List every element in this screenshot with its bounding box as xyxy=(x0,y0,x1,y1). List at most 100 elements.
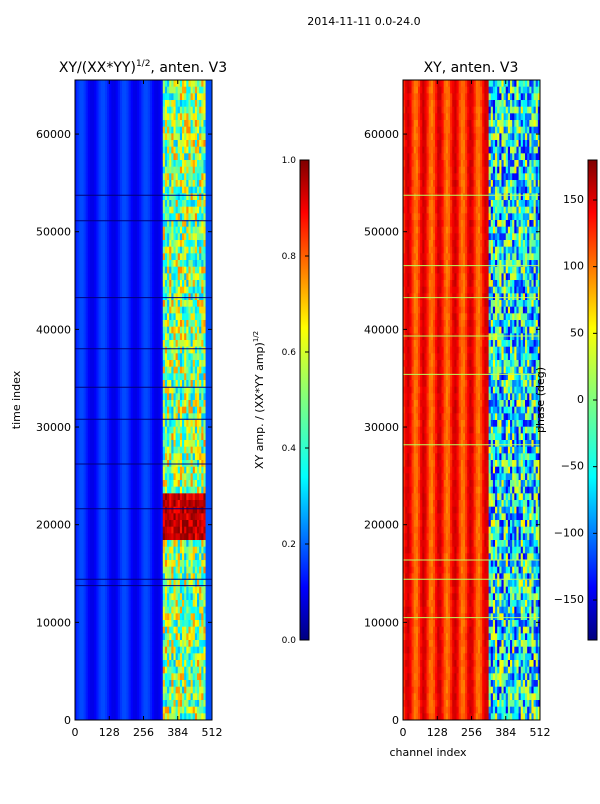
heatmap-cell xyxy=(164,540,168,548)
heatmap-cell xyxy=(137,200,140,208)
heatmap-cell xyxy=(119,120,123,128)
heatmap-cell xyxy=(81,233,84,241)
heatmap-cell xyxy=(152,673,155,681)
heatmap-cell xyxy=(85,580,89,588)
heatmap-cell xyxy=(162,286,166,294)
heatmap-cell xyxy=(143,693,147,701)
heatmap-cell xyxy=(107,153,110,161)
heatmap-cell xyxy=(130,480,134,488)
heatmap-cell xyxy=(169,546,172,554)
heatmap-cell xyxy=(94,140,97,148)
heatmap-cell xyxy=(158,406,162,414)
heatmap-cell xyxy=(94,240,97,248)
heatmap-cell xyxy=(119,226,123,234)
heatmap-cell xyxy=(141,340,144,348)
heatmap-cell xyxy=(167,620,170,628)
heatmap-cell xyxy=(158,220,162,228)
heatmap-cell xyxy=(119,93,123,101)
heatmap-cell xyxy=(94,306,97,314)
heatmap-cell xyxy=(128,106,132,114)
heatmap-cell xyxy=(149,393,153,401)
heatmap-cell xyxy=(139,246,142,254)
heatmap-cell xyxy=(124,306,127,314)
heatmap-cell xyxy=(124,326,127,334)
heatmap-cell xyxy=(152,606,155,614)
heatmap-cell xyxy=(100,173,104,181)
heatmap-cell xyxy=(139,313,142,321)
heatmap-cell xyxy=(83,546,87,554)
heatmap-cell xyxy=(98,660,102,668)
heatmap-cell xyxy=(107,520,110,528)
heatmap-cell xyxy=(145,493,149,501)
heatmap-cell xyxy=(122,220,125,228)
heatmap-cell xyxy=(147,160,151,168)
heatmap-cell xyxy=(137,313,140,321)
heatmap-cell xyxy=(124,660,127,668)
heatmap-cell xyxy=(98,420,102,428)
heatmap-cell xyxy=(132,433,136,441)
heatmap-cell xyxy=(111,346,114,354)
heatmap-cell xyxy=(149,546,153,554)
heatmap-cell xyxy=(94,106,97,114)
heatmap-cell xyxy=(117,500,121,508)
heatmap-cell xyxy=(111,586,114,594)
heatmap-cell xyxy=(115,186,119,194)
heatmap-cell xyxy=(89,406,93,414)
heatmap-cell xyxy=(158,533,162,541)
heatmap-cell xyxy=(75,466,78,474)
heatmap-cell xyxy=(169,373,172,381)
heatmap-cell xyxy=(119,240,123,248)
heatmap-cell xyxy=(152,573,155,581)
heatmap-cell xyxy=(87,406,91,414)
heatmap-cell xyxy=(122,326,125,334)
heatmap-cell xyxy=(92,466,95,474)
heatmap-cell xyxy=(147,560,151,568)
heatmap-cell xyxy=(169,613,172,621)
heatmap-cell xyxy=(81,253,84,261)
heatmap-cell xyxy=(124,373,127,381)
heatmap-cell xyxy=(122,80,125,88)
heatmap-cell xyxy=(171,153,174,161)
amplitude-panel: XY/(XX*YY)1/2, anten. V3 0 128 256 384 51201… xyxy=(10,59,227,739)
heatmap-cell xyxy=(119,473,123,481)
heatmap-cell xyxy=(128,693,132,701)
heatmap-cell xyxy=(94,606,97,614)
heatmap-cell xyxy=(100,653,104,661)
heatmap-cell xyxy=(94,246,97,254)
heatmap-cell xyxy=(92,160,95,168)
heatmap-cell xyxy=(92,306,95,314)
heatmap-cell xyxy=(94,586,97,594)
heatmap-cell xyxy=(132,253,136,261)
heatmap-cell xyxy=(126,586,129,594)
heatmap-cell xyxy=(85,80,89,88)
heatmap-cell xyxy=(104,253,108,261)
heatmap-cell xyxy=(77,560,80,568)
heatmap-cell xyxy=(96,580,99,588)
heatmap-cell xyxy=(111,640,114,648)
heatmap-cell xyxy=(81,646,84,654)
heatmap-cell xyxy=(81,666,84,674)
heatmap-cell xyxy=(115,626,119,634)
heatmap-cell xyxy=(79,526,82,534)
heatmap-cell xyxy=(119,593,123,601)
heatmap-cell xyxy=(75,393,78,401)
heatmap-cell xyxy=(89,506,93,514)
heatmap-cell xyxy=(167,493,170,501)
heatmap-cell xyxy=(147,366,151,374)
heatmap-cell xyxy=(111,700,114,708)
heatmap-cell xyxy=(96,340,99,348)
heatmap-cell xyxy=(171,640,174,648)
heatmap-cell xyxy=(143,566,147,574)
heatmap-cell xyxy=(79,480,82,488)
heatmap-cell xyxy=(143,386,147,394)
heatmap-cell xyxy=(169,493,172,501)
heatmap-cell xyxy=(75,646,78,654)
heatmap-cell xyxy=(134,406,138,414)
heatmap-cell xyxy=(154,100,157,108)
heatmap-cell xyxy=(100,506,104,514)
heatmap-cell xyxy=(143,640,147,648)
heatmap-cell xyxy=(100,126,104,134)
heatmap-cell xyxy=(83,573,87,581)
heatmap-cell xyxy=(158,106,162,114)
heatmap-cell xyxy=(147,360,151,368)
